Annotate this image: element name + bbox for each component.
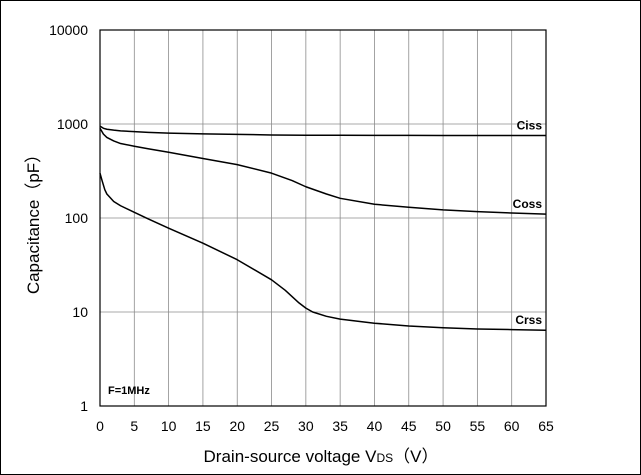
x-tick-40: 40 [367, 418, 383, 434]
x-tick-30: 30 [298, 418, 314, 434]
x-tick-45: 45 [401, 418, 417, 434]
series-label-coss: Coss [513, 197, 543, 211]
plot-border [99, 29, 547, 407]
x-tick-50: 50 [435, 418, 451, 434]
series-line-crss [99, 172, 547, 331]
grid [99, 29, 547, 407]
x-axis-label: Drain-source voltage VDS（V） [204, 447, 439, 466]
series-label-crss: Crss [515, 313, 542, 327]
series-layer [99, 125, 547, 331]
frequency-annotation: F=1MHz [108, 385, 150, 397]
series-line-coss [99, 127, 547, 215]
x-tick-60: 60 [504, 418, 520, 434]
x-tick-labels: 0 5 10 15 20 25 30 35 40 45 50 55 60 65 [96, 418, 554, 434]
x-tick-35: 35 [332, 418, 348, 434]
x-tick-10: 10 [161, 418, 177, 434]
plot-area-border [99, 29, 547, 407]
series-line-ciss [99, 125, 546, 137]
y-tick-1: 1 [80, 398, 88, 414]
y-axis-label: Capacitance（pF） [24, 146, 43, 294]
x-axis-label-subscript: DS [376, 451, 393, 465]
x-tick-25: 25 [264, 418, 280, 434]
x-tick-55: 55 [470, 418, 486, 434]
x-tick-65: 65 [538, 418, 554, 434]
x-axis-label-unit: （V） [393, 447, 438, 466]
y-tick-10: 10 [72, 304, 88, 320]
y-tick-10000: 10000 [49, 22, 88, 38]
x-tick-15: 15 [195, 418, 211, 434]
x-axis-label-main: Drain-source voltage V [204, 447, 378, 466]
x-tick-5: 5 [130, 418, 138, 434]
y-tick-100: 100 [65, 210, 89, 226]
y-tick-1000: 1000 [57, 116, 88, 132]
x-tick-0: 0 [96, 418, 104, 434]
series-labels: Ciss Coss Crss [513, 118, 543, 327]
x-tick-20: 20 [229, 418, 245, 434]
series-label-ciss: Ciss [517, 118, 543, 132]
y-tick-labels: 1 10 100 1000 10000 [49, 22, 88, 414]
